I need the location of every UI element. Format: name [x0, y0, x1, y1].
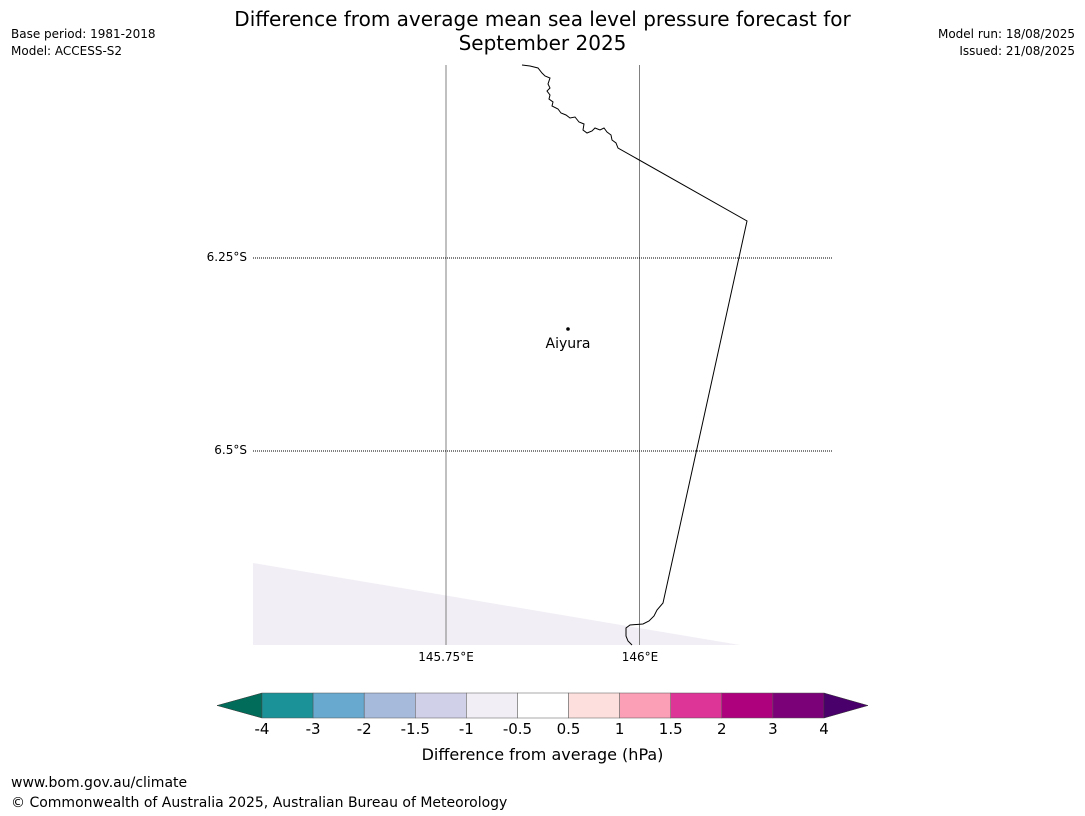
- colorbar-tick-labels: -4 -3 -2 -1.5 -1 -0.5 0.5 1 1.5 2 3 4: [0, 720, 1085, 740]
- colorbar-tick-label: 3: [768, 720, 778, 738]
- colorbar-segment: [261, 692, 314, 719]
- colorbar-tick-label: -3: [305, 720, 321, 738]
- model-label: Model: ACCESS-S2: [11, 44, 123, 58]
- lon-label-146e: 146°E: [621, 650, 659, 664]
- colorbar-tick-label: 4: [819, 720, 829, 738]
- colorbar-segment: [517, 692, 569, 719]
- footer-url: www.bom.gov.au/climate: [11, 775, 188, 791]
- colorbar-segment: [415, 692, 467, 719]
- colorbar-tick-label: -2: [356, 720, 372, 738]
- colorbar-tick-label: 1: [614, 720, 625, 738]
- chart-title: Difference from average mean sea level p…: [0, 7, 1085, 55]
- base-period-label: Base period: 1981-2018: [11, 27, 156, 41]
- lat-label-6-5s: 6.5°S: [214, 443, 247, 457]
- lon-label-145-75e: 145.75°E: [418, 650, 474, 664]
- colorbar-segment: [619, 692, 671, 719]
- model-run-label: Model run: 18/08/2025: [937, 27, 1075, 41]
- footer-copyright: © Commonwealth of Australia 2025, Austra…: [11, 795, 508, 811]
- colorbar-segment: [312, 692, 365, 719]
- colorbar-over-arrow: [823, 692, 869, 719]
- chart-title-line-2: September 2025: [458, 31, 627, 55]
- colorbar-tick-label: -1: [458, 720, 474, 738]
- lat-label-6-25s: 6.25°S: [206, 250, 247, 264]
- colorbar-under-arrow: [216, 692, 263, 719]
- colorbar-tick-label: -4: [254, 720, 270, 738]
- issued-label: Issued: 21/08/2025: [959, 44, 1075, 58]
- colorbar-segment: [670, 692, 723, 719]
- colorbar-segment: [772, 692, 825, 719]
- aiyura-marker: [566, 327, 570, 331]
- colorbar-segment: [466, 692, 518, 719]
- colorbar-tick-label: -1.5: [400, 720, 430, 738]
- chart-title-line-1: Difference from average mean sea level p…: [234, 7, 851, 31]
- boundary-line: [521, 64, 748, 646]
- colorbar-segment: [568, 692, 620, 719]
- place-label-aiyura: Aiyura: [545, 336, 591, 352]
- colorbar-tick-label: 1.5: [658, 720, 683, 738]
- colorbar-tick-label: -0.5: [502, 720, 533, 738]
- colorbar-title: Difference from average (hPa): [421, 745, 664, 764]
- colorbar-tick-label: 0.5: [556, 720, 581, 738]
- colorbar-segment: [363, 692, 416, 719]
- colorbar-segment: [721, 692, 774, 719]
- forecast-shaded-area: [253, 563, 740, 645]
- colorbar: [216, 692, 869, 719]
- colorbar-tick-label: 2: [717, 720, 727, 738]
